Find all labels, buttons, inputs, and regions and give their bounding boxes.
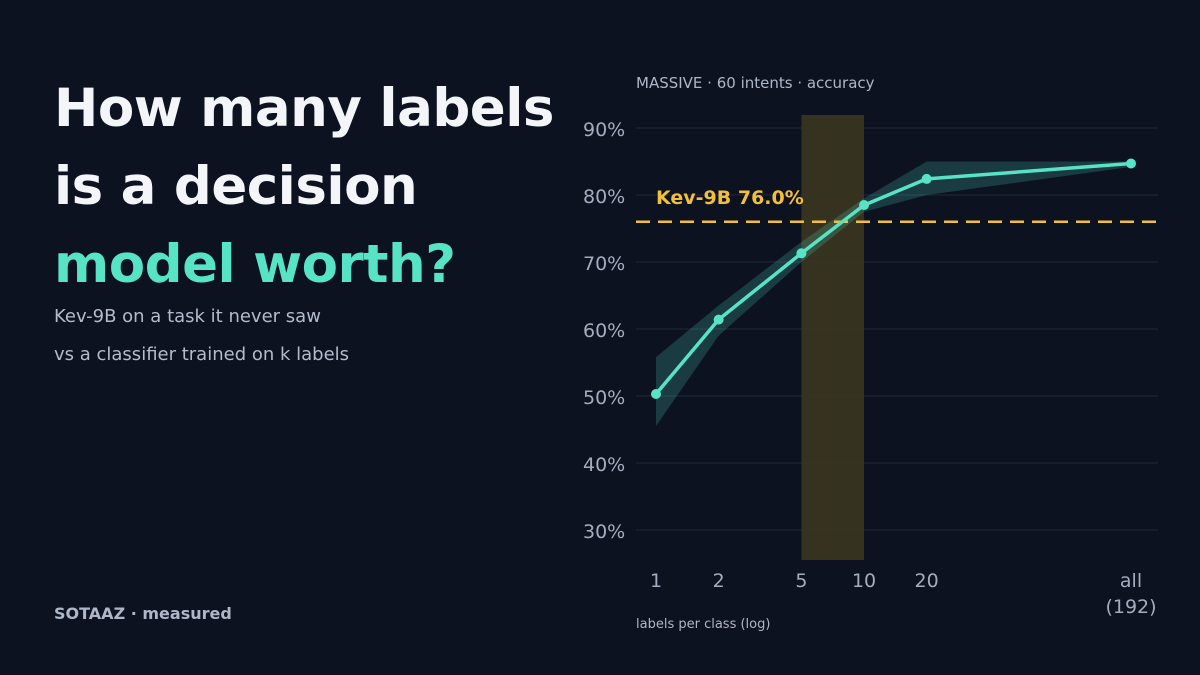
y-tick-label: 30% (583, 521, 625, 543)
data-point (1126, 158, 1136, 169)
x-tick-label: 10 (852, 570, 876, 592)
chart-title: MASSIVE · 60 intents · accuracy (636, 74, 875, 92)
series-group (651, 158, 1136, 399)
grid-lines (636, 127, 1158, 531)
subtitle: Kev-9B on a task it never saw vs a class… (54, 298, 349, 374)
data-point (796, 248, 807, 259)
highlight-band-rect (801, 115, 865, 560)
y-tick-label: 90% (583, 119, 625, 141)
y-tick-label: 70% (583, 253, 625, 275)
x-tick-label-line2: (192) (1105, 596, 1156, 618)
x-tick-label: 5 (795, 570, 807, 592)
brand-footer: SOTAAZ · measured (54, 604, 232, 623)
data-point (921, 173, 932, 184)
y-tick-label: 80% (583, 186, 625, 208)
headline-line-1: How many labels (54, 78, 554, 139)
subtitle-line-2: vs a classifier trained on k labels (54, 344, 350, 365)
y-tick-labels: 30% 40% 50% 60% 70% 80% 90% (583, 119, 625, 543)
x-tick-label: 20 (915, 570, 939, 592)
headline-line-2: is a decision (54, 156, 418, 217)
x-axis-label: labels per class (log) (636, 617, 770, 632)
data-point (651, 388, 661, 399)
series-line (654, 161, 1132, 396)
reference-line-group: Kev-9B 76.0% (636, 187, 1158, 224)
data-point (713, 314, 724, 325)
y-tick-label: 60% (583, 320, 625, 342)
headline-line-3: model worth? (54, 234, 456, 295)
highlight-band (801, 115, 865, 560)
y-tick-label: 50% (583, 387, 625, 409)
x-tick-labels: 1 2 5 10 20 all (192) (650, 570, 1157, 618)
y-tick-label: 40% (583, 454, 625, 476)
x-tick-label: 1 (650, 570, 662, 592)
data-point (859, 200, 870, 211)
x-tick-label: all (1120, 570, 1142, 592)
reference-line-label: Kev-9B 76.0% (656, 187, 804, 209)
subtitle-line-1: Kev-9B on a task it never saw (54, 306, 321, 327)
x-tick-label: 2 (713, 570, 725, 592)
headline: How many labels is a decision model wort… (54, 70, 554, 304)
